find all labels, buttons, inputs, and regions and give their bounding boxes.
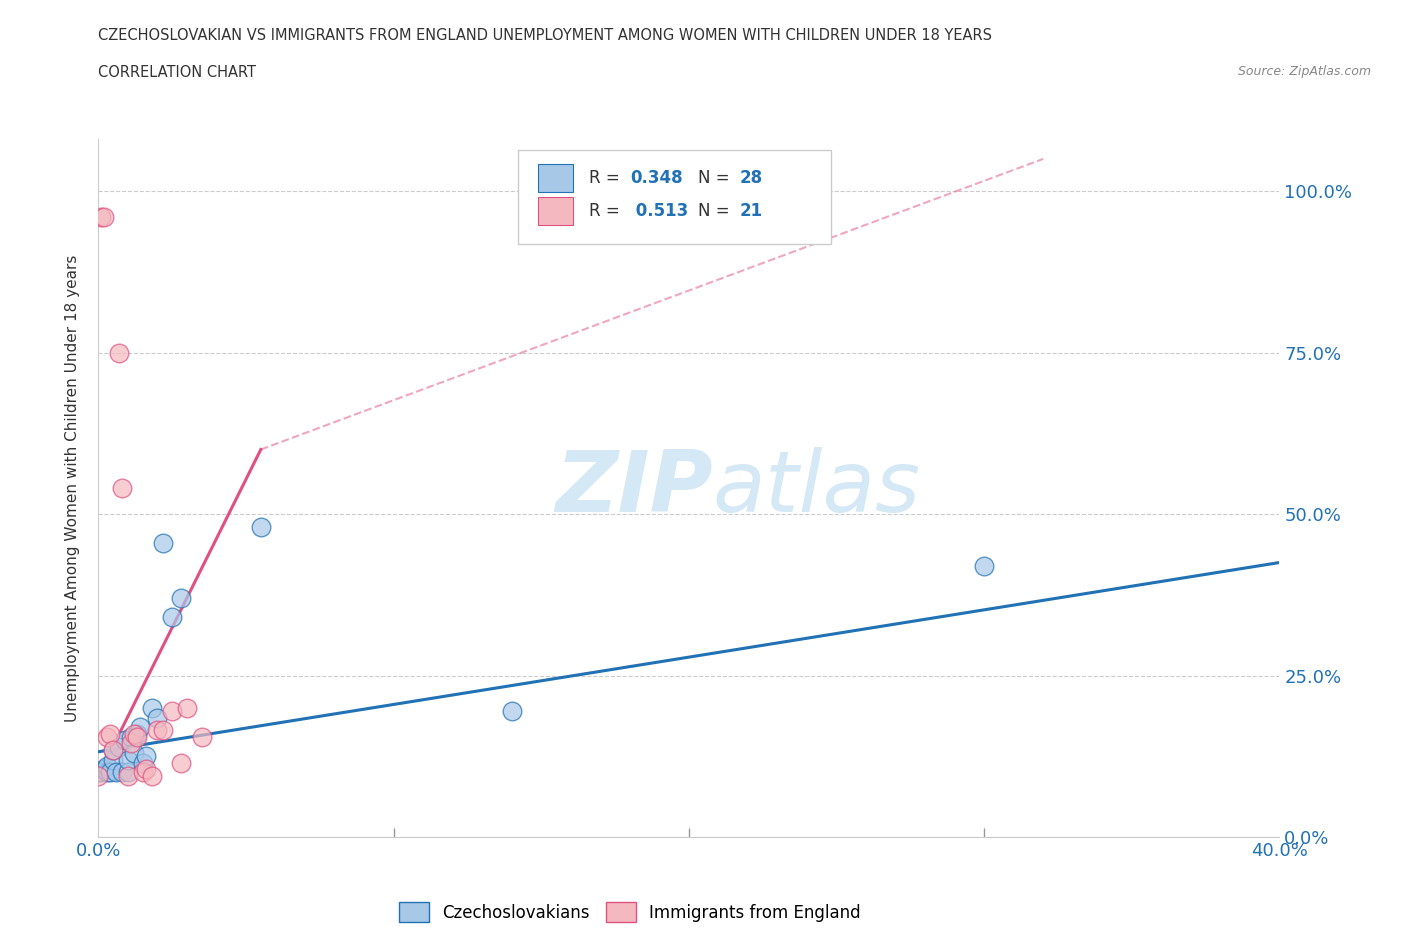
- Text: CZECHOSLOVAKIAN VS IMMIGRANTS FROM ENGLAND UNEMPLOYMENT AMONG WOMEN WITH CHILDRE: CZECHOSLOVAKIAN VS IMMIGRANTS FROM ENGLA…: [98, 28, 993, 43]
- Point: [162, 704, 183, 719]
- Point: [103, 742, 125, 757]
- FancyBboxPatch shape: [517, 150, 831, 245]
- Point: [191, 729, 214, 744]
- Point: [125, 729, 148, 744]
- Point: [162, 610, 183, 625]
- Point: [93, 209, 115, 224]
- Text: 21: 21: [740, 203, 763, 220]
- Point: [103, 742, 125, 757]
- Point: [128, 720, 150, 735]
- Text: N =: N =: [699, 169, 735, 187]
- Point: [141, 768, 163, 783]
- Point: [176, 700, 198, 715]
- Point: [152, 536, 174, 551]
- Point: [120, 736, 142, 751]
- Text: R =: R =: [589, 203, 624, 220]
- Text: R =: R =: [589, 169, 624, 187]
- Point: [96, 765, 118, 780]
- Text: N =: N =: [699, 203, 735, 220]
- Point: [87, 765, 110, 780]
- Point: [501, 704, 523, 719]
- FancyBboxPatch shape: [537, 164, 574, 192]
- Point: [122, 726, 145, 741]
- Point: [114, 733, 136, 748]
- Point: [108, 345, 131, 360]
- Point: [93, 762, 115, 777]
- Point: [120, 729, 142, 744]
- Point: [132, 755, 155, 770]
- Point: [125, 726, 148, 741]
- Point: [135, 762, 157, 777]
- Point: [90, 209, 112, 224]
- Point: [105, 765, 128, 780]
- Point: [96, 759, 118, 774]
- Point: [170, 591, 193, 605]
- Text: ZIP: ZIP: [555, 446, 713, 530]
- Point: [146, 723, 169, 737]
- Point: [96, 729, 118, 744]
- Point: [135, 749, 157, 764]
- Point: [250, 520, 273, 535]
- Point: [111, 765, 134, 780]
- Y-axis label: Unemployment Among Women with Children Under 18 years: Unemployment Among Women with Children U…: [65, 255, 80, 722]
- Point: [973, 558, 995, 573]
- Point: [117, 752, 139, 767]
- Point: [90, 765, 112, 780]
- Point: [111, 481, 134, 496]
- Point: [132, 765, 155, 780]
- Point: [122, 746, 145, 761]
- Text: CORRELATION CHART: CORRELATION CHART: [98, 65, 256, 80]
- Legend: Czechoslovakians, Immigrants from England: Czechoslovakians, Immigrants from Englan…: [391, 894, 869, 930]
- Point: [117, 765, 139, 780]
- Point: [98, 726, 121, 741]
- Text: Source: ZipAtlas.com: Source: ZipAtlas.com: [1237, 65, 1371, 78]
- Point: [98, 765, 121, 780]
- Text: atlas: atlas: [713, 446, 921, 530]
- Text: 0.348: 0.348: [630, 169, 682, 187]
- FancyBboxPatch shape: [537, 197, 574, 225]
- Point: [170, 755, 193, 770]
- Text: 28: 28: [740, 169, 763, 187]
- Point: [103, 752, 125, 767]
- Point: [152, 723, 174, 737]
- Point: [117, 768, 139, 783]
- Point: [141, 700, 163, 715]
- Point: [146, 711, 169, 725]
- Point: [108, 739, 131, 754]
- Text: 0.513: 0.513: [630, 203, 688, 220]
- Point: [87, 768, 110, 783]
